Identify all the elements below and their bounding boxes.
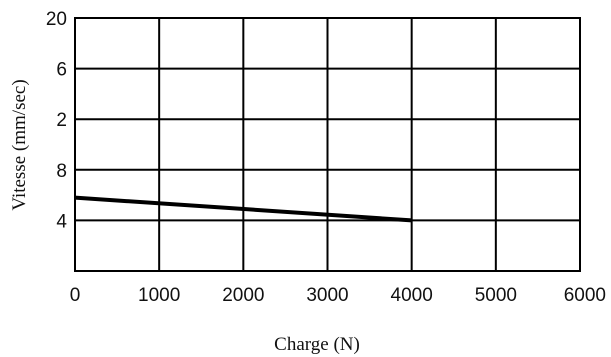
x-tick-label: 3000 xyxy=(306,285,348,306)
x-tick-label: 0 xyxy=(70,285,81,306)
plot-frame xyxy=(74,17,581,272)
y-axis-label: Vitesse (mm/sec) xyxy=(9,79,30,210)
y-tick-label: 20 xyxy=(46,9,67,30)
x-axis-label: Charge (N) xyxy=(274,334,360,355)
x-tick-labels: 0 1000 2000 3000 4000 5000 6000 xyxy=(70,285,606,306)
y-tick-labels: 4 8 2 6 20 xyxy=(46,9,68,232)
x-tick-label: 6000 xyxy=(564,285,606,306)
y-tick-label: 2 xyxy=(56,110,67,131)
series-layer xyxy=(74,195,412,223)
grid xyxy=(74,17,581,271)
x-tick-label: 4000 xyxy=(391,285,433,306)
x-tick-label: 1000 xyxy=(138,285,180,306)
series-line xyxy=(74,195,412,223)
x-tick-label: 2000 xyxy=(222,285,264,306)
x-tick-label: 5000 xyxy=(475,285,517,306)
y-tick-label: 6 xyxy=(56,60,67,81)
y-tick-label: 4 xyxy=(56,211,67,232)
y-tick-label: 8 xyxy=(56,161,67,182)
